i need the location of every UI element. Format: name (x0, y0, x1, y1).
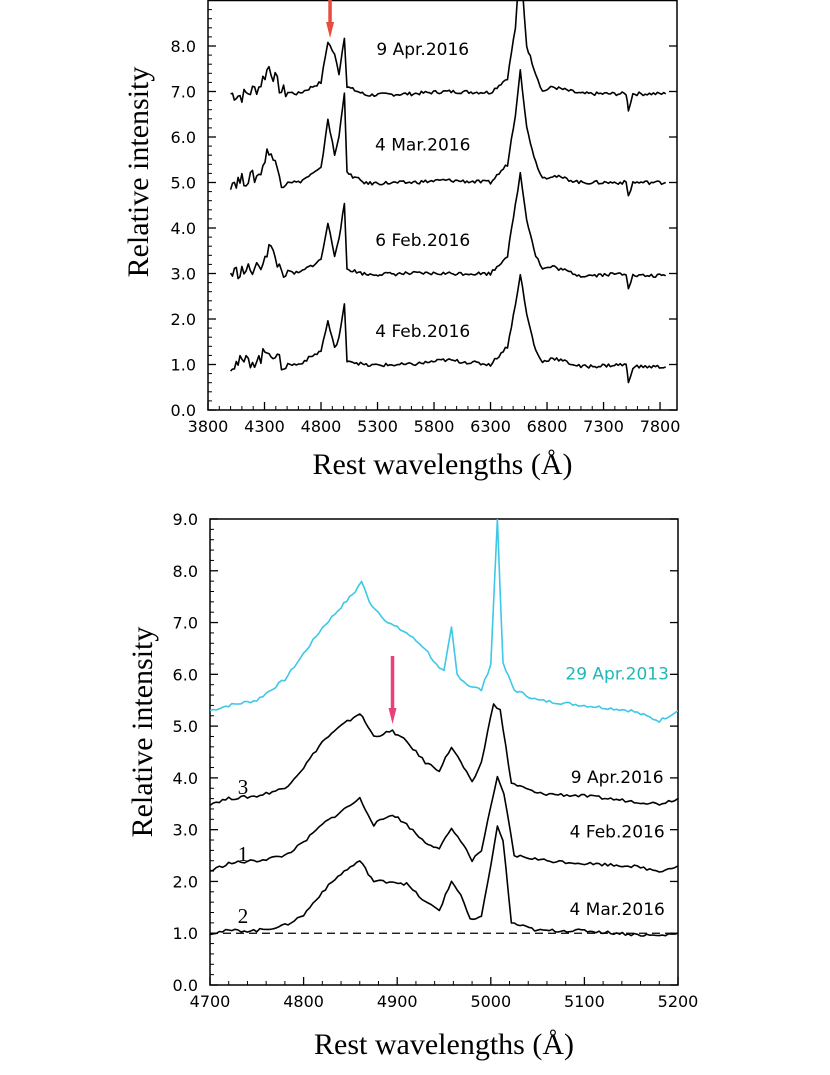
y-tick-label: 8.0 (173, 562, 198, 581)
x-tick-label: 5000 (470, 992, 511, 1011)
x-tick-label: 6300 (470, 417, 511, 436)
y-tick-label: 5.0 (173, 717, 198, 736)
series-label: 4 Feb.2016 (570, 822, 665, 842)
panel-top: 3800 4300 4800 5300 5800 6300 6800 7300 7800 0.0 1… (122, 0, 680, 481)
y-tick-label: 2.0 (173, 872, 198, 891)
series-line (210, 825, 678, 937)
x-tick-label: 4800 (283, 992, 324, 1011)
series-line (229, 69, 666, 197)
series-label: 9 Apr.2016 (376, 40, 469, 60)
series-label: 4 Feb.2016 (375, 322, 470, 342)
y-tick-label: 6.0 (171, 128, 196, 147)
series-number: 3 (238, 775, 249, 799)
x-tick-label: 7800 (640, 417, 681, 436)
x-tick-label: 5200 (658, 992, 699, 1011)
y-tick-label: 7.0 (171, 83, 196, 102)
panel-bottom: 4700 4800 4900 5000 5100 5200 0.0 1.0 2.0 3.0 4.0 5… (126, 510, 698, 1061)
x-tick-label: 4900 (377, 992, 418, 1011)
y-tick-label: 3.0 (171, 265, 196, 284)
series-line (229, 171, 667, 290)
series-label: 9 Apr.2016 (571, 768, 664, 788)
series-line (210, 775, 678, 873)
series-line (210, 519, 678, 723)
series-line (230, 0, 667, 112)
x-tick-label: 4300 (244, 417, 285, 436)
plot-frame (207, 0, 678, 411)
y-tick-label: 9.0 (173, 510, 198, 529)
x-tick-label: 7300 (583, 417, 624, 436)
x-tick-label: 5800 (414, 417, 455, 436)
y-tick-label: 2.0 (171, 310, 196, 329)
series-label: 29 Apr.2013 (565, 665, 669, 685)
x-tick-label: 5100 (564, 992, 605, 1011)
arrow-head (326, 22, 335, 38)
x-axis-title: Rest wavelengths (Å) (314, 1028, 574, 1061)
x-tick-label: 4800 (301, 417, 342, 436)
arrow-head (388, 708, 397, 724)
series-number: 1 (238, 842, 249, 866)
y-tick-label: 4.0 (173, 769, 198, 788)
y-tick-label: 6.0 (173, 665, 198, 684)
y-axis-title: Relative intensity (122, 67, 155, 278)
series-number: 2 (238, 904, 249, 928)
y-tick-label: 4.0 (171, 219, 196, 238)
plot-frame (209, 518, 679, 986)
series-line (230, 273, 667, 384)
x-tick-label: 6800 (527, 417, 568, 436)
y-tick-label: 1.0 (173, 924, 198, 943)
y-tick-label: 5.0 (171, 174, 196, 193)
y-tick-label: 7.0 (173, 614, 198, 633)
y-tick-label: 0.0 (171, 401, 196, 420)
y-tick-label: 3.0 (173, 821, 198, 840)
x-axis-title: Rest wavelengths (Å) (313, 448, 573, 481)
y-tick-label: 0.0 (173, 976, 198, 995)
series-label: 6 Feb.2016 (375, 231, 470, 251)
series-label: 4 Mar.2016 (569, 900, 664, 920)
y-tick-label: 1.0 (171, 356, 196, 375)
series-line (210, 703, 678, 806)
y-tick-label: 8.0 (171, 37, 196, 56)
y-axis-title: Relative intensity (126, 627, 159, 838)
x-tick-label: 5300 (357, 417, 398, 436)
x-tick-label: 4700 (190, 992, 231, 1011)
x-tick-label: 3800 (188, 417, 229, 436)
series-label: 4 Mar.2016 (375, 136, 470, 156)
